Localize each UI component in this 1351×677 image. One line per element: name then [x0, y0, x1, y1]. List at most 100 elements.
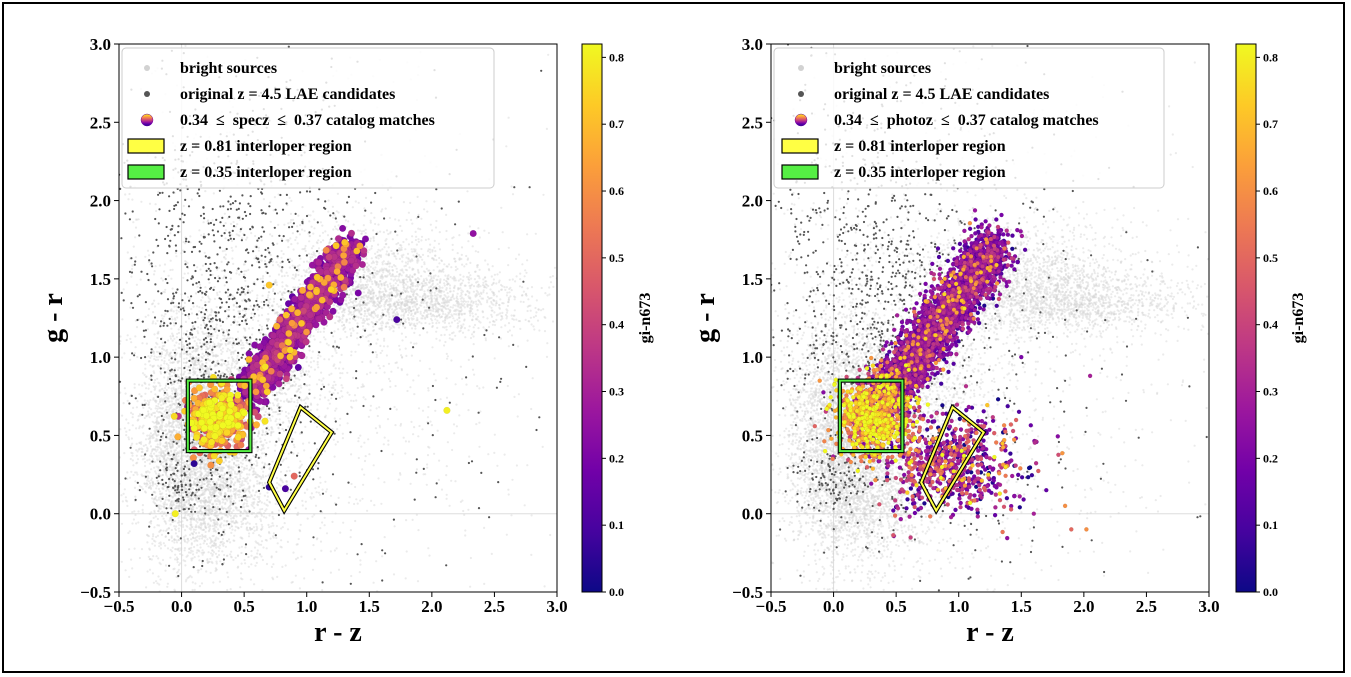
bright-source-point [197, 514, 200, 517]
bright-source-point [175, 447, 178, 450]
bright-source-point [216, 483, 219, 486]
bright-source-point [177, 517, 180, 520]
bright-source-point [331, 355, 334, 358]
bright-source-point [178, 494, 181, 497]
bright-source-point [201, 489, 204, 492]
bright-source-point [271, 522, 274, 525]
bright-source-point [176, 561, 179, 564]
bright-source-point [167, 386, 170, 389]
bright-source-point [221, 550, 224, 553]
bright-source-point [246, 482, 250, 485]
bright-source-point [202, 535, 206, 538]
bright-source-point [252, 463, 255, 466]
bright-source-point [217, 528, 220, 531]
bright-source-point [408, 266, 411, 269]
bright-source-point [196, 495, 199, 498]
bright-source-point [128, 548, 131, 551]
bright-source-point [217, 553, 221, 557]
bright-source-point [297, 452, 300, 455]
bright-source-point [169, 502, 172, 506]
bright-source-point [247, 535, 251, 538]
bright-source-point [244, 546, 247, 549]
bright-source-point [172, 420, 175, 423]
bright-source-point [184, 529, 187, 532]
bright-source-point [317, 366, 320, 369]
bright-source-point [163, 457, 166, 460]
bright-source-point [177, 426, 180, 429]
bright-source-point [308, 388, 311, 391]
bright-source-point [143, 373, 146, 376]
bright-source-point [234, 519, 238, 522]
bright-source-point [150, 408, 153, 411]
bright-source-point [309, 361, 312, 364]
bright-source-point [143, 457, 146, 460]
bright-source-point [291, 374, 294, 377]
bright-source-point [196, 345, 200, 348]
bright-source-point [158, 490, 161, 493]
bright-source-point [183, 547, 186, 550]
bright-source-point [192, 517, 196, 520]
bright-source-point [291, 416, 294, 419]
bright-source-point [276, 404, 280, 407]
bright-source-point [239, 514, 242, 517]
bright-source-point [184, 376, 187, 379]
bright-source-point [196, 305, 199, 308]
bright-source-point [239, 475, 242, 478]
bright-source-point [231, 521, 234, 524]
bright-source-point [173, 429, 176, 432]
bright-source-point [208, 371, 211, 374]
bright-source-point [132, 518, 135, 521]
bright-source-point [156, 443, 159, 446]
bright-source-point [193, 518, 196, 521]
bright-source-point [165, 441, 168, 444]
bright-source-point [261, 452, 264, 455]
bright-source-point [169, 447, 172, 450]
bright-source-point [150, 454, 153, 457]
bright-source-point [189, 353, 192, 356]
bright-source-point [144, 491, 147, 494]
bright-source-point [274, 502, 277, 505]
bright-source-point [156, 407, 159, 410]
bright-source-point [233, 534, 236, 537]
bright-source-point [165, 529, 168, 533]
bright-source-point [169, 445, 172, 449]
bright-source-point [165, 425, 168, 428]
bright-source-point [158, 355, 161, 358]
bright-source-point [131, 522, 134, 525]
bright-source-point [241, 578, 244, 581]
bright-source-point [215, 507, 218, 510]
bright-source-point [232, 468, 235, 471]
bright-source-point [153, 526, 156, 529]
bright-source-point [195, 356, 198, 359]
bright-source-point [172, 397, 175, 400]
bright-source-point [252, 511, 256, 515]
bright-source-point [322, 377, 325, 380]
bright-source-point [198, 306, 201, 309]
bright-source-point [178, 405, 181, 408]
bright-source-point [158, 389, 161, 392]
bright-source-point [191, 476, 194, 479]
bright-source-point [147, 355, 150, 358]
bright-source-point [272, 411, 275, 414]
bright-source-point [211, 471, 214, 474]
bright-source-point [256, 503, 259, 506]
bright-source-point [176, 440, 180, 443]
bright-source-point [179, 552, 182, 556]
bright-source-point [191, 355, 194, 358]
bright-source-point [248, 522, 251, 525]
bright-source-point [348, 393, 351, 396]
bright-source-point [174, 553, 177, 556]
bright-source-point [255, 440, 259, 443]
bright-source-point [180, 293, 183, 296]
bright-source-point [260, 523, 263, 526]
bright-source-point [198, 559, 201, 562]
bright-source-point [146, 470, 149, 473]
bright-source-point [194, 367, 197, 370]
bright-source-point [186, 537, 189, 540]
bright-source-point [201, 296, 204, 299]
bright-source-point [166, 457, 169, 460]
bright-source-point [135, 462, 138, 465]
bright-source-point [131, 510, 134, 514]
bright-source-point [230, 481, 233, 484]
bright-source-point [203, 251, 206, 254]
